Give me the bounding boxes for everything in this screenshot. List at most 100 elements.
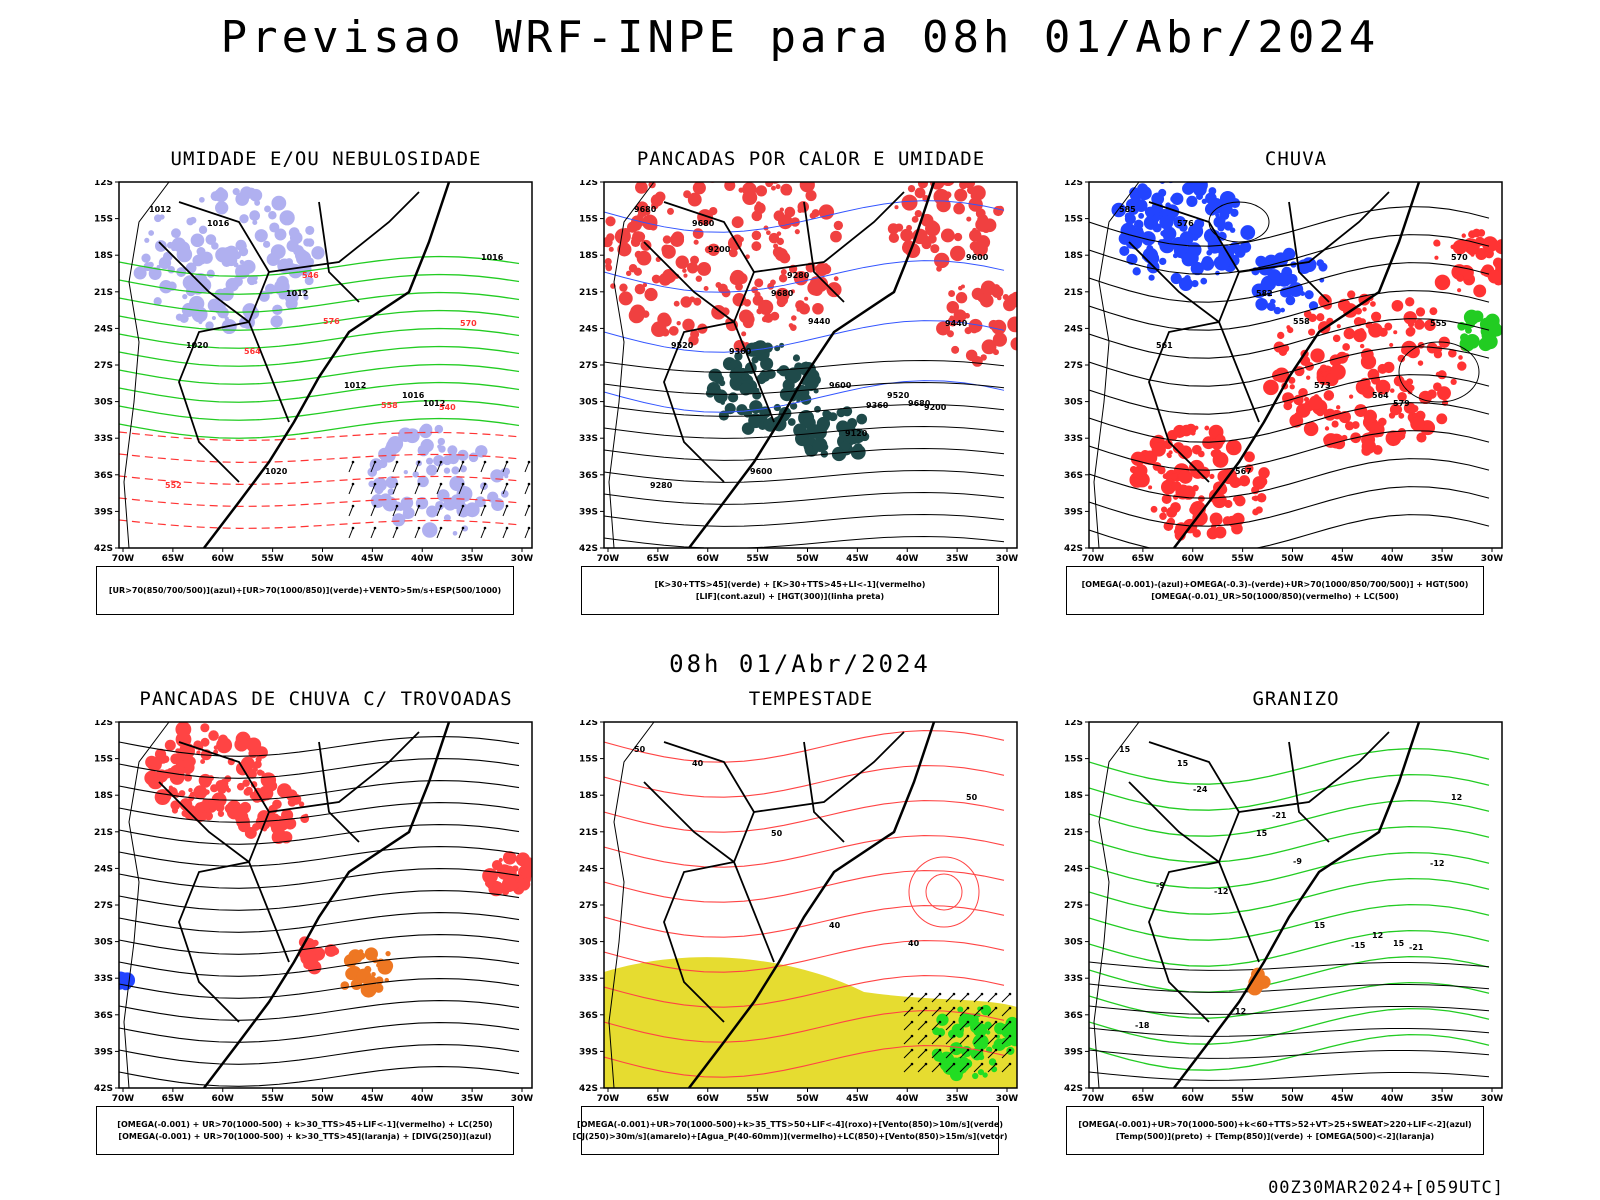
coastline: [1173, 182, 1421, 548]
rain-omega-blue: [1191, 233, 1199, 241]
wind-vector: [945, 1049, 955, 1059]
contour-label: -21: [1409, 943, 1424, 952]
instability-field: [941, 182, 955, 187]
country-border: [1128, 781, 1220, 863]
streamline: [119, 1021, 520, 1043]
rain-omega-blue: [1280, 307, 1285, 313]
legend-line: [OMEGA(-0.001) + UR>70(1000-500) + k>30_…: [118, 1132, 492, 1141]
wind-vector: [417, 504, 421, 508]
wind-vector: [924, 1034, 928, 1038]
rain-red: [1426, 342, 1438, 354]
rain-omega-blue: [1194, 218, 1205, 229]
streamline: [1089, 262, 1490, 303]
humidity-field: [239, 259, 245, 265]
wind-vector: [994, 1034, 998, 1038]
humidity-field: [249, 210, 261, 221]
instability-field: [833, 276, 839, 282]
country-border: [178, 741, 290, 963]
rain-omega-blue: [1278, 272, 1288, 282]
lat-label: 18S: [579, 791, 598, 801]
height-contour: [604, 403, 1005, 417]
wind-vector: [483, 482, 487, 486]
lon-label: 60W: [697, 554, 720, 564]
wind-vector: [524, 505, 530, 517]
wind-vector: [959, 1063, 969, 1073]
wind-vector: [1008, 1020, 1012, 1024]
wind-vector: [903, 1063, 913, 1073]
rain-red: [1414, 319, 1425, 330]
rain-red: [1341, 434, 1348, 441]
lat-label: 21S: [94, 828, 113, 838]
wind-vector: [348, 483, 354, 495]
rain-red: [1456, 274, 1464, 282]
instability-field: [1010, 291, 1017, 304]
instability-field: [605, 216, 616, 227]
country-border: [1238, 731, 1390, 813]
height-contour: [604, 425, 1005, 439]
rain-red: [1168, 450, 1173, 455]
streamline: [604, 1045, 1005, 1078]
instability-field: [936, 321, 951, 336]
rain-red: [1228, 515, 1234, 521]
instability-field: [949, 315, 954, 320]
lon-label: 65W: [647, 1094, 670, 1104]
contour-label: 1020: [186, 341, 209, 350]
streamline: [1089, 318, 1490, 359]
rain-red: [1436, 241, 1441, 247]
coastline: [1173, 722, 1421, 1088]
contour-label: 552: [165, 481, 182, 490]
lat-label: 27S: [579, 361, 598, 371]
map-granizo: 15 15 15 15 15 12 12 12 -9 -9 -12 -12 -15 -18 -21 -21 -2…: [1064, 720, 1503, 1104]
wind-vector: [527, 460, 531, 464]
rain-red: [1319, 364, 1328, 373]
instability-field: [807, 280, 823, 296]
instability-field: [950, 245, 966, 262]
streamline: [1089, 346, 1490, 387]
streamline: [119, 779, 520, 801]
streamline: [119, 933, 520, 955]
coastline: [688, 182, 936, 548]
rain-red: [1398, 412, 1405, 419]
instability-field: [1010, 337, 1017, 351]
instability-field: [955, 292, 968, 304]
rain-red: [1361, 439, 1377, 454]
storm-red: [217, 784, 227, 794]
wind-vector: [458, 483, 464, 495]
instability-field: [888, 232, 900, 243]
height-contour: [604, 359, 1005, 373]
lat-label: 18S: [94, 791, 113, 801]
humidity-field: [264, 205, 271, 213]
storm-red: [234, 737, 249, 752]
lon-label: 40W: [1381, 554, 1404, 564]
storm-red: [193, 785, 208, 800]
wind-vector: [502, 505, 508, 517]
wind-vector: [1008, 1006, 1012, 1010]
wind-vector: [903, 1035, 913, 1045]
rain-red: [1406, 326, 1416, 336]
humidity-field: [206, 269, 215, 278]
rain-red: [1178, 469, 1193, 484]
wind-field-green: [985, 1030, 991, 1035]
storm-red: [300, 949, 316, 966]
wind-vector: [938, 1020, 942, 1024]
wind-vector: [980, 1048, 984, 1052]
wind-vector: [917, 1049, 927, 1059]
instability-field: [914, 209, 922, 218]
instability-field-strong: [856, 413, 868, 425]
wind-vector: [458, 505, 464, 517]
panel-legend: [OMEGA(-0.001)-(azul)+OMEGA(-0.3)-(verde…: [1066, 566, 1484, 615]
wind-vector: [505, 482, 509, 486]
rain-omega-blue: [1132, 267, 1141, 276]
instability-field-strong: [718, 379, 726, 387]
lat-label: 24S: [579, 864, 598, 874]
storm-red: [484, 879, 494, 888]
wind-vector: [348, 505, 354, 517]
lat-label: 30S: [1064, 398, 1083, 408]
wind-vector: [924, 992, 928, 996]
contour-label: 561: [1156, 341, 1173, 350]
instability-field: [992, 349, 999, 356]
lat-label: 27S: [94, 901, 113, 911]
streamline: [119, 1065, 520, 1087]
rain-omega-blue: [1273, 306, 1282, 315]
thickness-contour: [119, 431, 520, 441]
